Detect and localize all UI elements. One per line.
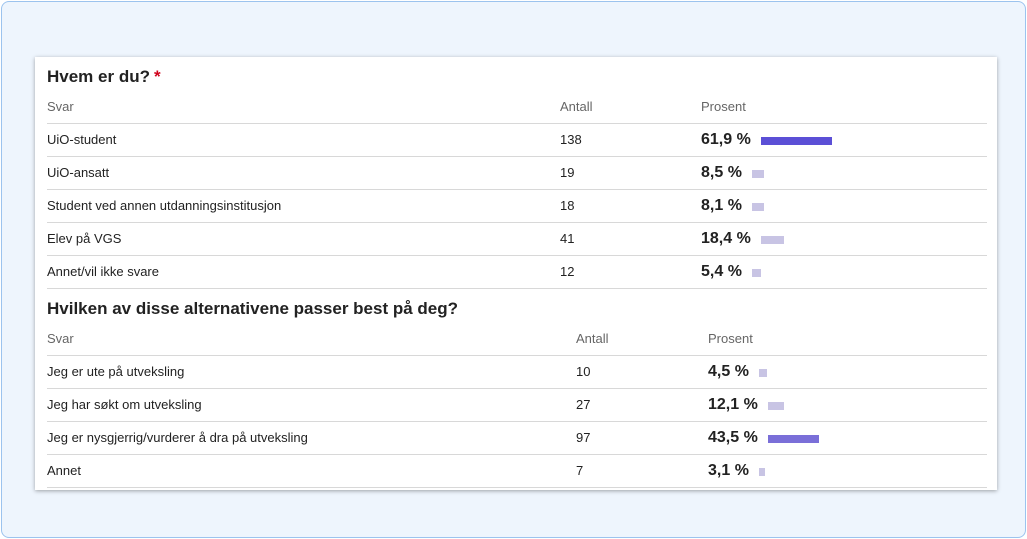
answer-row: UiO-student 138 61,9 % [47,124,987,157]
percent-bar [751,203,764,211]
answer-count: 97 [576,430,591,445]
percent-cell: 8,5 % [701,157,765,189]
section: Hvilken av disse alternativene passer be… [47,297,987,488]
answer-count: 138 [560,132,582,147]
answer-row: UiO-ansatt 19 8,5 % [47,157,987,190]
required-mark: * [153,67,161,86]
percent-label: 8,1 % [701,197,742,214]
section-title: Hvilken av disse alternativene passer be… [47,297,987,321]
column-header: Antall [560,99,593,114]
percent-cell: 43,5 % [708,422,819,454]
column-header: Prosent [701,99,746,114]
column-header: Antall [576,331,609,346]
percent-label: 3,1 % [708,462,749,479]
percent-label: 4,5 % [708,363,749,380]
answer-count: 10 [576,364,591,379]
section: Hvem er du? * Svar Antall Prosent UiO-student… [47,65,987,289]
answer-label: Jeg er ute på utveksling [47,364,185,379]
header-row: Svar Antall Prosent [47,97,987,124]
answer-row: Jeg har søkt om utveksling 27 12,1 % [47,389,987,422]
percent-cell: 5,4 % [701,256,761,288]
answer-label: Jeg er nysgjerrig/vurderer å dra på utve… [47,430,308,445]
column-header: Prosent [708,331,753,346]
percent-cell: 61,9 % [701,124,832,156]
answer-row: Elev på VGS 41 18,4 % [47,223,987,256]
percent-bar [758,369,767,377]
answer-count: 19 [560,165,575,180]
answer-row: Jeg er nysgjerrig/vurderer å dra på utve… [47,422,987,455]
percent-label: 61,9 % [701,131,751,148]
answer-label: UiO-ansatt [47,165,110,180]
answer-row: Annet/vil ikke svare 12 5,4 % [47,256,987,289]
percent-cell: 8,1 % [701,190,764,222]
answer-label: Annet/vil ikke svare [47,264,159,279]
answer-count: 41 [560,231,575,246]
title-text: Hvem er du? [47,67,150,86]
percent-label: 43,5 % [708,429,758,446]
answer-row: Jeg er ute på utveksling 10 4,5 % [47,356,987,389]
answer-label: UiO-student [47,132,117,147]
percent-bar [760,236,785,244]
percent-cell: 4,5 % [708,356,767,388]
percent-cell: 18,4 % [701,223,785,255]
answer-label: Student ved annen utdanningsinstitusjon [47,198,282,213]
percent-bar [767,402,785,410]
percent-label: 5,4 % [701,263,742,280]
column-header: Svar [47,331,74,346]
header-row: Svar Antall Prosent [47,329,987,356]
percent-cell: 3,1 % [708,455,766,487]
title-text: Hvilken av disse alternativene passer be… [47,299,459,318]
percent-cell: 12,1 % [708,389,785,421]
percent-label: 8,5 % [701,164,742,181]
answer-count: 18 [560,198,575,213]
percent-bar [760,137,832,145]
column-header: Svar [47,99,74,114]
answer-label: Jeg har søkt om utveksling [47,397,202,412]
answer-row: Annet 7 3,1 % [47,455,987,488]
answer-label: Annet [47,463,81,478]
percent-bar [767,435,819,443]
percent-bar [751,269,761,277]
answer-row: Student ved annen utdanningsinstitusjon 1… [47,190,987,223]
percent-bar [758,468,766,476]
percent-label: 18,4 % [701,230,751,247]
answer-label: Elev på VGS [47,231,122,246]
answer-count: 7 [576,463,584,478]
percent-bar [751,170,765,178]
answer-count: 27 [576,397,591,412]
percent-label: 12,1 % [708,396,758,413]
results-card: Hvem er du? * Svar Antall Prosent UiO-student… [35,57,997,490]
section-title: Hvem er du? * [47,65,987,89]
answer-count: 12 [560,264,575,279]
